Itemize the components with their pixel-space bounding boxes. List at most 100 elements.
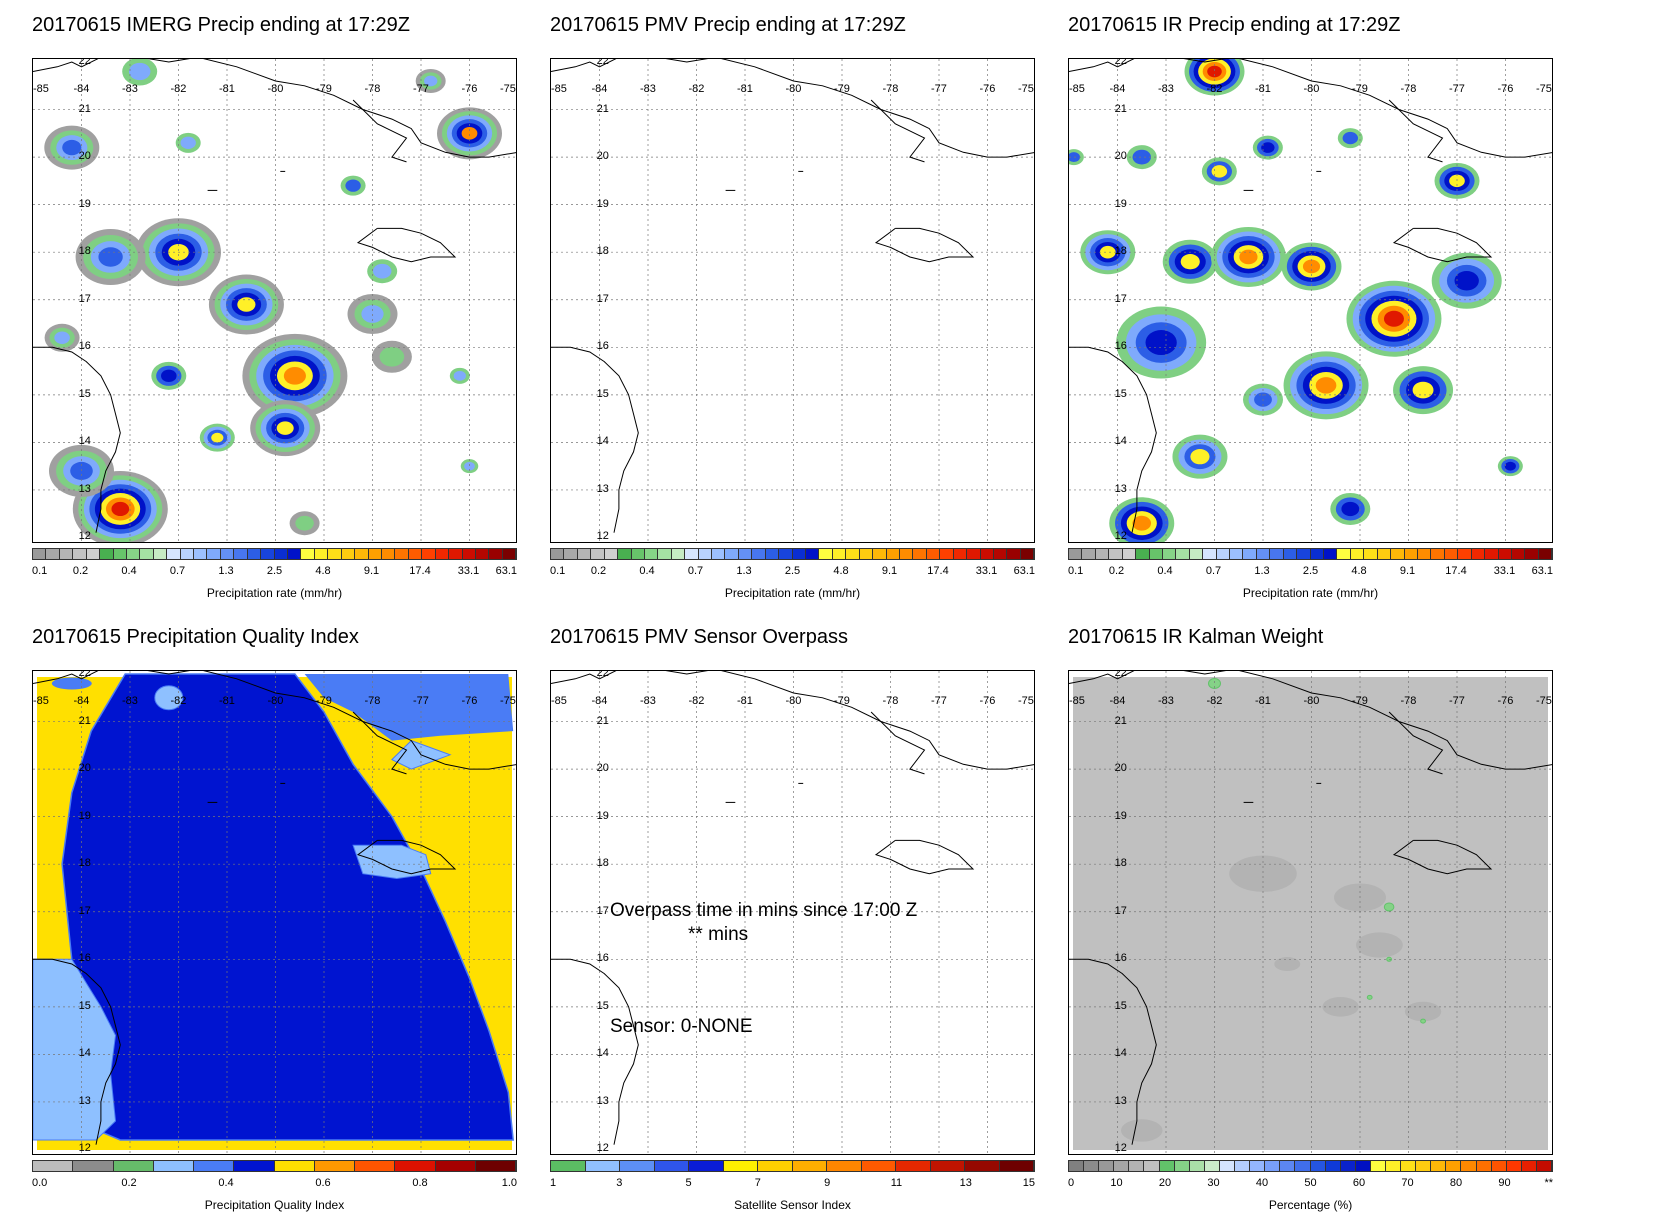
colorbar-tick-label: 60: [1352, 1177, 1366, 1189]
colorbar-ticks: 0.1 0.2 0.4 0.7 1.3 2.5 4.8 9.1 17.4 33.1 63.1: [1068, 565, 1553, 581]
colorbar-swatch: [1391, 549, 1405, 559]
lon-label: -79: [1352, 695, 1368, 708]
colorbar-tick-label: 0.7: [687, 565, 704, 577]
colorbar-swatch: [1114, 1161, 1130, 1171]
map-kalman: -85 -84 -83 -82 -81 -80 -79 -78 -77 -76 -75 22 21 20 1…: [1068, 670, 1553, 1155]
colorbar-tick-label: 0.1: [550, 565, 566, 577]
colorbar-title: Percentage (%): [1268, 1198, 1353, 1212]
lon-label: -85: [1069, 695, 1085, 708]
colorbar-swatch: [435, 1161, 476, 1171]
colorbar-tick-label: 1.3: [218, 565, 234, 577]
lon-label: -76: [461, 695, 478, 708]
colorbar-swatch: [827, 1161, 862, 1171]
lat-label: 20: [596, 762, 609, 775]
lon-label: -78: [882, 695, 899, 708]
colorbar-tick-label: 63.1: [495, 565, 517, 577]
colorbar-title: Precipitation rate (mm/hr): [1242, 586, 1379, 600]
colorbar-swatch: [1377, 549, 1392, 559]
colorbar-swatch: [1404, 549, 1418, 559]
lat-label: 21: [78, 102, 91, 115]
colorbar-swatch: [153, 549, 168, 559]
colorbar-ticks: 0 10 20 30 40 50 60 70 80 90 **: [1068, 1177, 1553, 1193]
colorbar-tick-label: 0.4: [1157, 565, 1173, 577]
colorbar-swatch: [341, 549, 356, 559]
lat-label: 16: [78, 952, 91, 965]
map-sensor: -85 -84 -83 -82 -81 -80 -79 -78 -77 -76 -75 22 21 20 1…: [550, 670, 1035, 1155]
lon-label: -77: [1449, 695, 1465, 708]
colorbar-tick-label: 9.1: [1399, 565, 1416, 577]
colorbar-swatch: [698, 549, 713, 559]
colorbar-swatch: [1310, 549, 1325, 559]
colorbar-swatch: [489, 549, 503, 559]
colorbar-tick-label: 17.4: [1445, 565, 1467, 577]
colorbar-swatch: [792, 1161, 827, 1171]
colorbar-swatch: [846, 549, 860, 559]
colorbar-swatch: [620, 1161, 655, 1171]
colorbar-swatch: [73, 1161, 114, 1171]
lon-label: -81: [219, 83, 235, 96]
colorbar-swatch: [806, 549, 820, 559]
colorbar-swatch: [180, 549, 195, 559]
lat-label: 13: [1114, 1094, 1127, 1107]
colorbar-swatch: [368, 549, 382, 559]
colorbar-swatch: [1265, 1161, 1281, 1171]
colorbar-tick-label: 2.5: [784, 565, 801, 577]
colorbar-ticks: 0.1 0.2 0.4 0.7 1.3 2.5 4.8 9.1 17.4 33.1 63.1: [550, 565, 1035, 581]
colorbar-title: Precipitation Quality Index: [204, 1198, 345, 1212]
lat-label: 17: [1114, 904, 1127, 917]
lat-label: 22: [1114, 58, 1127, 67]
lat-label: 14: [1114, 435, 1127, 448]
colorbar-swatch: [671, 549, 686, 559]
colorbar-title: Satellite Sensor Index: [734, 1198, 851, 1212]
colorbar-swatch: [1538, 549, 1553, 559]
lat-label: 14: [596, 435, 609, 448]
colorbar-swatch: [1444, 549, 1459, 559]
colorbar-swatch: [658, 549, 672, 559]
colorbar-tick-label: 0.4: [218, 1177, 234, 1189]
colorbar-swatch: [1162, 549, 1177, 559]
colorbar-ticks: 0.1 0.2 0.4 0.7 1.3 2.5 4.8 9.1 17.4 33.1 63.1: [32, 565, 517, 581]
lat-label: 12: [596, 1142, 609, 1155]
colorbar-swatch: [1506, 1161, 1522, 1171]
colorbar-swatch: [1401, 1161, 1417, 1171]
colorbar-swatch: [604, 549, 619, 559]
colorbar-swatch: [1458, 549, 1472, 559]
colorbar-swatch: [153, 1161, 194, 1171]
colorbar-tick-label: 0.7: [1205, 565, 1222, 577]
colorbar-tick-label: 63.1: [1531, 565, 1553, 577]
colorbar-swatch: [644, 549, 659, 559]
colorbar-title: Precipitation rate (mm/hr): [724, 586, 861, 600]
lat-label: 12: [1114, 1142, 1127, 1155]
lat-label: 15: [78, 999, 91, 1012]
lon-label: -77: [931, 695, 947, 708]
lat-label: 12: [78, 530, 91, 543]
lon-label: -80: [1303, 695, 1320, 708]
lon-label: -75: [500, 695, 516, 708]
lat-label: 19: [78, 809, 91, 822]
lon-label: -80: [267, 83, 284, 96]
colorbar-tick-label: 3: [616, 1177, 623, 1189]
lon-label: -75: [1536, 695, 1552, 708]
colorbar-swatch: [1431, 1161, 1447, 1171]
lat-label: 15: [78, 387, 91, 400]
colorbar-tick-label: 0.4: [639, 565, 655, 577]
panel-title: 20170615 PMV Sensor Overpass: [550, 626, 848, 648]
panel-quality-index: 20170615 Precipitation Quality Index -85…: [28, 612, 548, 1212]
colorbar-swatch: [1144, 1161, 1160, 1171]
lon-label: -81: [737, 83, 753, 96]
colorbar-swatch: [1325, 1161, 1341, 1171]
colorbar-swatch: [167, 549, 181, 559]
map-pmv: -85 -84 -83 -82 -81 -80 -79 -78 -77 -76 -75 22 21 20 1…: [550, 58, 1035, 543]
colorbar-tick-label: 0.8: [412, 1177, 428, 1189]
colorbar-swatch: [1069, 1161, 1085, 1171]
colorbar-swatch: [738, 549, 753, 559]
colorbar-swatch: [551, 1161, 586, 1171]
panel-ir-precip: 20170615 IR Precip ending at 17:29Z -85-…: [1064, 0, 1584, 600]
colorbar-tick-label: 17.4: [927, 565, 949, 577]
colorbar-swatch: [1189, 549, 1204, 559]
lon-label: -76: [1497, 695, 1514, 708]
colorbar-swatch: [1485, 549, 1499, 559]
colorbar-swatch: [873, 549, 887, 559]
colorbar-swatch: [1136, 549, 1150, 559]
colorbar-swatch: [1324, 549, 1338, 559]
